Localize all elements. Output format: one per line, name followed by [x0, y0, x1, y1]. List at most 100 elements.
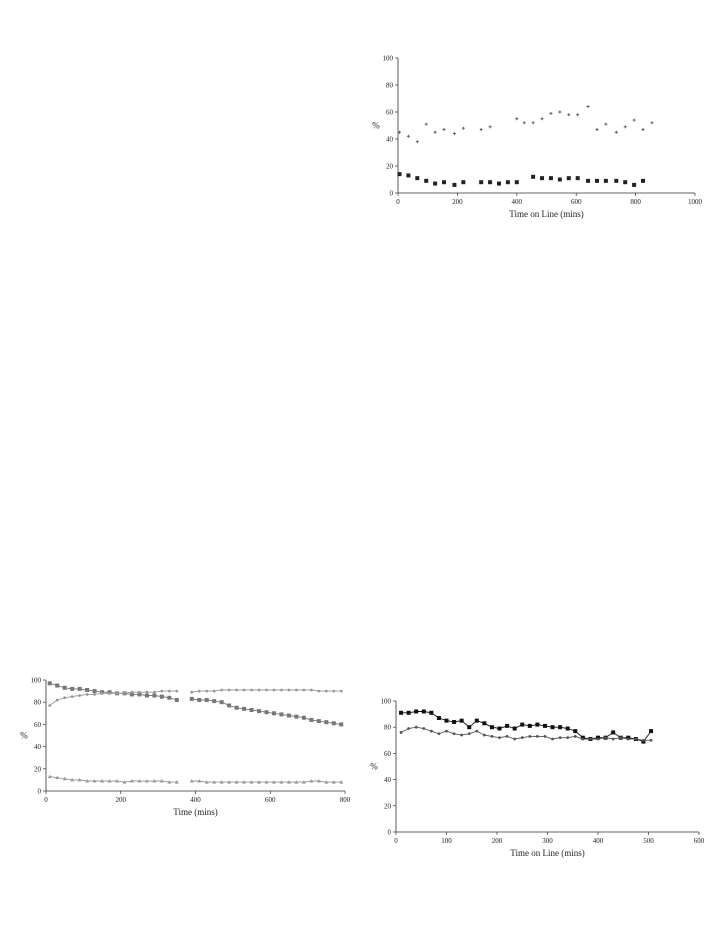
chart-2-series-2-point	[93, 693, 96, 696]
chart-1-series-2-point	[531, 174, 536, 179]
chart-3-series-1-point	[414, 709, 419, 714]
chart-2-series-3-point	[115, 779, 120, 783]
chart-3-x-tick-label: 600	[694, 837, 705, 845]
chart-2-x-tick-label: 0	[44, 796, 48, 804]
chart-1-series-2-point	[505, 180, 510, 185]
chart-2-series-3-point	[62, 776, 67, 781]
chart-2-series-2-point	[205, 689, 209, 693]
chart-3-series-1-point	[474, 718, 479, 723]
chart-3-x-tick-label: 500	[643, 837, 654, 845]
chart-3-x-tick-label: 100	[441, 837, 452, 845]
chart-3-series-2-point	[498, 736, 501, 740]
chart-2-series-3-point	[77, 777, 82, 782]
chart-2-series-2-point	[212, 689, 216, 693]
chart-2-series-1-point	[234, 705, 239, 710]
chart-2-series-3-point	[301, 780, 306, 784]
chart-2-series-1-point	[286, 713, 291, 718]
chart-2-y-tick-label: 0	[38, 788, 42, 796]
chart-3-series-2-point	[566, 736, 570, 740]
chart-2-series-1-point	[92, 689, 97, 694]
chart-2-series-3-point	[219, 780, 224, 784]
chart-2-series-2-point	[339, 689, 343, 693]
chart-1-series-2-point	[514, 180, 519, 185]
chart-2-x-tick-label: 800	[340, 796, 351, 804]
chart-2-series-3-point	[249, 780, 254, 784]
chart-3-series-2-point	[596, 737, 600, 741]
chart-2-series-1-point	[204, 697, 209, 702]
chart-1-series-1-point	[650, 121, 654, 125]
chart-1-series-1-point	[433, 130, 437, 134]
chart-3-y-tick-label: 40	[384, 776, 392, 784]
chart-2-series-2-point	[317, 689, 321, 693]
chart-1-series-1-point	[531, 121, 535, 125]
chart-3-series-2-point	[543, 734, 547, 738]
chart-1-series-1-point	[540, 117, 544, 121]
chart-3-series-2-point	[634, 737, 638, 741]
chart-1-series-1-point	[567, 113, 571, 117]
chart-3-series-2	[399, 725, 653, 742]
chart-3-series-1-point	[444, 718, 449, 723]
chart-2-series-3-point	[316, 779, 321, 783]
chart-3-series-1-point	[452, 719, 457, 724]
chart-2-series-3-point	[85, 779, 90, 783]
chart-2-series-1-point	[219, 700, 224, 705]
chart-2-series-3-line	[49, 776, 177, 783]
chart-2-series-1	[47, 681, 344, 727]
chart-1-series-1-point	[397, 130, 401, 134]
chart-3-series-2-point	[445, 729, 448, 733]
chart-2-series-2-point	[302, 688, 306, 692]
chart-1-x-tick-label: 800	[630, 198, 641, 206]
chart-2-series-3-point	[137, 779, 142, 783]
chart-2-y-tick-label: 20	[34, 765, 42, 773]
chart-1-series-2-point	[433, 181, 438, 186]
chart-2-series-1-point	[271, 711, 276, 716]
chart-2-series-1-point	[212, 699, 217, 704]
chart-2-series-2-point	[324, 689, 328, 693]
chart-3-series-1-point	[489, 725, 494, 730]
chart-2-series-3-point	[92, 779, 97, 783]
chart-1-series-2-point	[614, 178, 619, 183]
chart-2-series-2-point	[309, 688, 313, 692]
chart-3-series-1-point	[512, 726, 517, 731]
chart-1-series-2-point	[424, 178, 429, 183]
chart-2-series-2-point	[115, 691, 119, 695]
chart-2-series-3-point	[331, 780, 336, 784]
chart-3-series-1-point	[611, 730, 616, 735]
chart-2-series-1-point	[159, 694, 164, 699]
chart-2-series-2-point	[235, 688, 239, 692]
chart-2-series-3-point	[234, 780, 239, 784]
chart-3-series-2-point	[619, 736, 623, 740]
chart-1-series-2-point	[557, 177, 562, 182]
chart-1-y-tick-label: 80	[386, 82, 394, 90]
chart-1-series-2-point	[452, 182, 457, 187]
chart-2-series-1-point	[47, 681, 52, 686]
chart-3-series-1-point	[406, 710, 411, 715]
chart-3-x-tick-label: 400	[593, 837, 604, 845]
chart-3-series-2-point	[452, 732, 456, 736]
chart-2-series-1-point	[55, 683, 60, 688]
chart-3-series-2-point	[475, 729, 479, 733]
chart-2-series-2-point	[108, 691, 111, 695]
chart-3-series-2-point	[649, 738, 653, 742]
chart-3-series-1-point	[497, 726, 502, 731]
chart-2-series-2-point	[167, 689, 171, 693]
chart-1-series-1-point	[604, 122, 608, 126]
chart-2-series-3-point	[47, 774, 52, 779]
chart-2-series-1-point	[264, 710, 269, 715]
chart-2-series-1-point	[301, 715, 306, 720]
chart-1-series-2-point	[496, 181, 501, 186]
chart-2-x-tick-label: 400	[190, 796, 201, 804]
chart-1-series-1-point	[549, 111, 553, 115]
chart-2-series-3-point	[242, 780, 247, 784]
chart-2-series-3-point	[197, 779, 202, 783]
chart-3-series-2-point	[513, 737, 517, 741]
chart-2-series-1-point	[324, 720, 329, 725]
chart-3-series-2-point	[399, 731, 403, 734]
chart-1-series-1-point	[522, 121, 526, 125]
chart-3-series-1-point	[467, 725, 472, 730]
chart-1-series-1-point	[415, 140, 419, 144]
chart-1-x-tick-label: 400	[512, 198, 523, 206]
